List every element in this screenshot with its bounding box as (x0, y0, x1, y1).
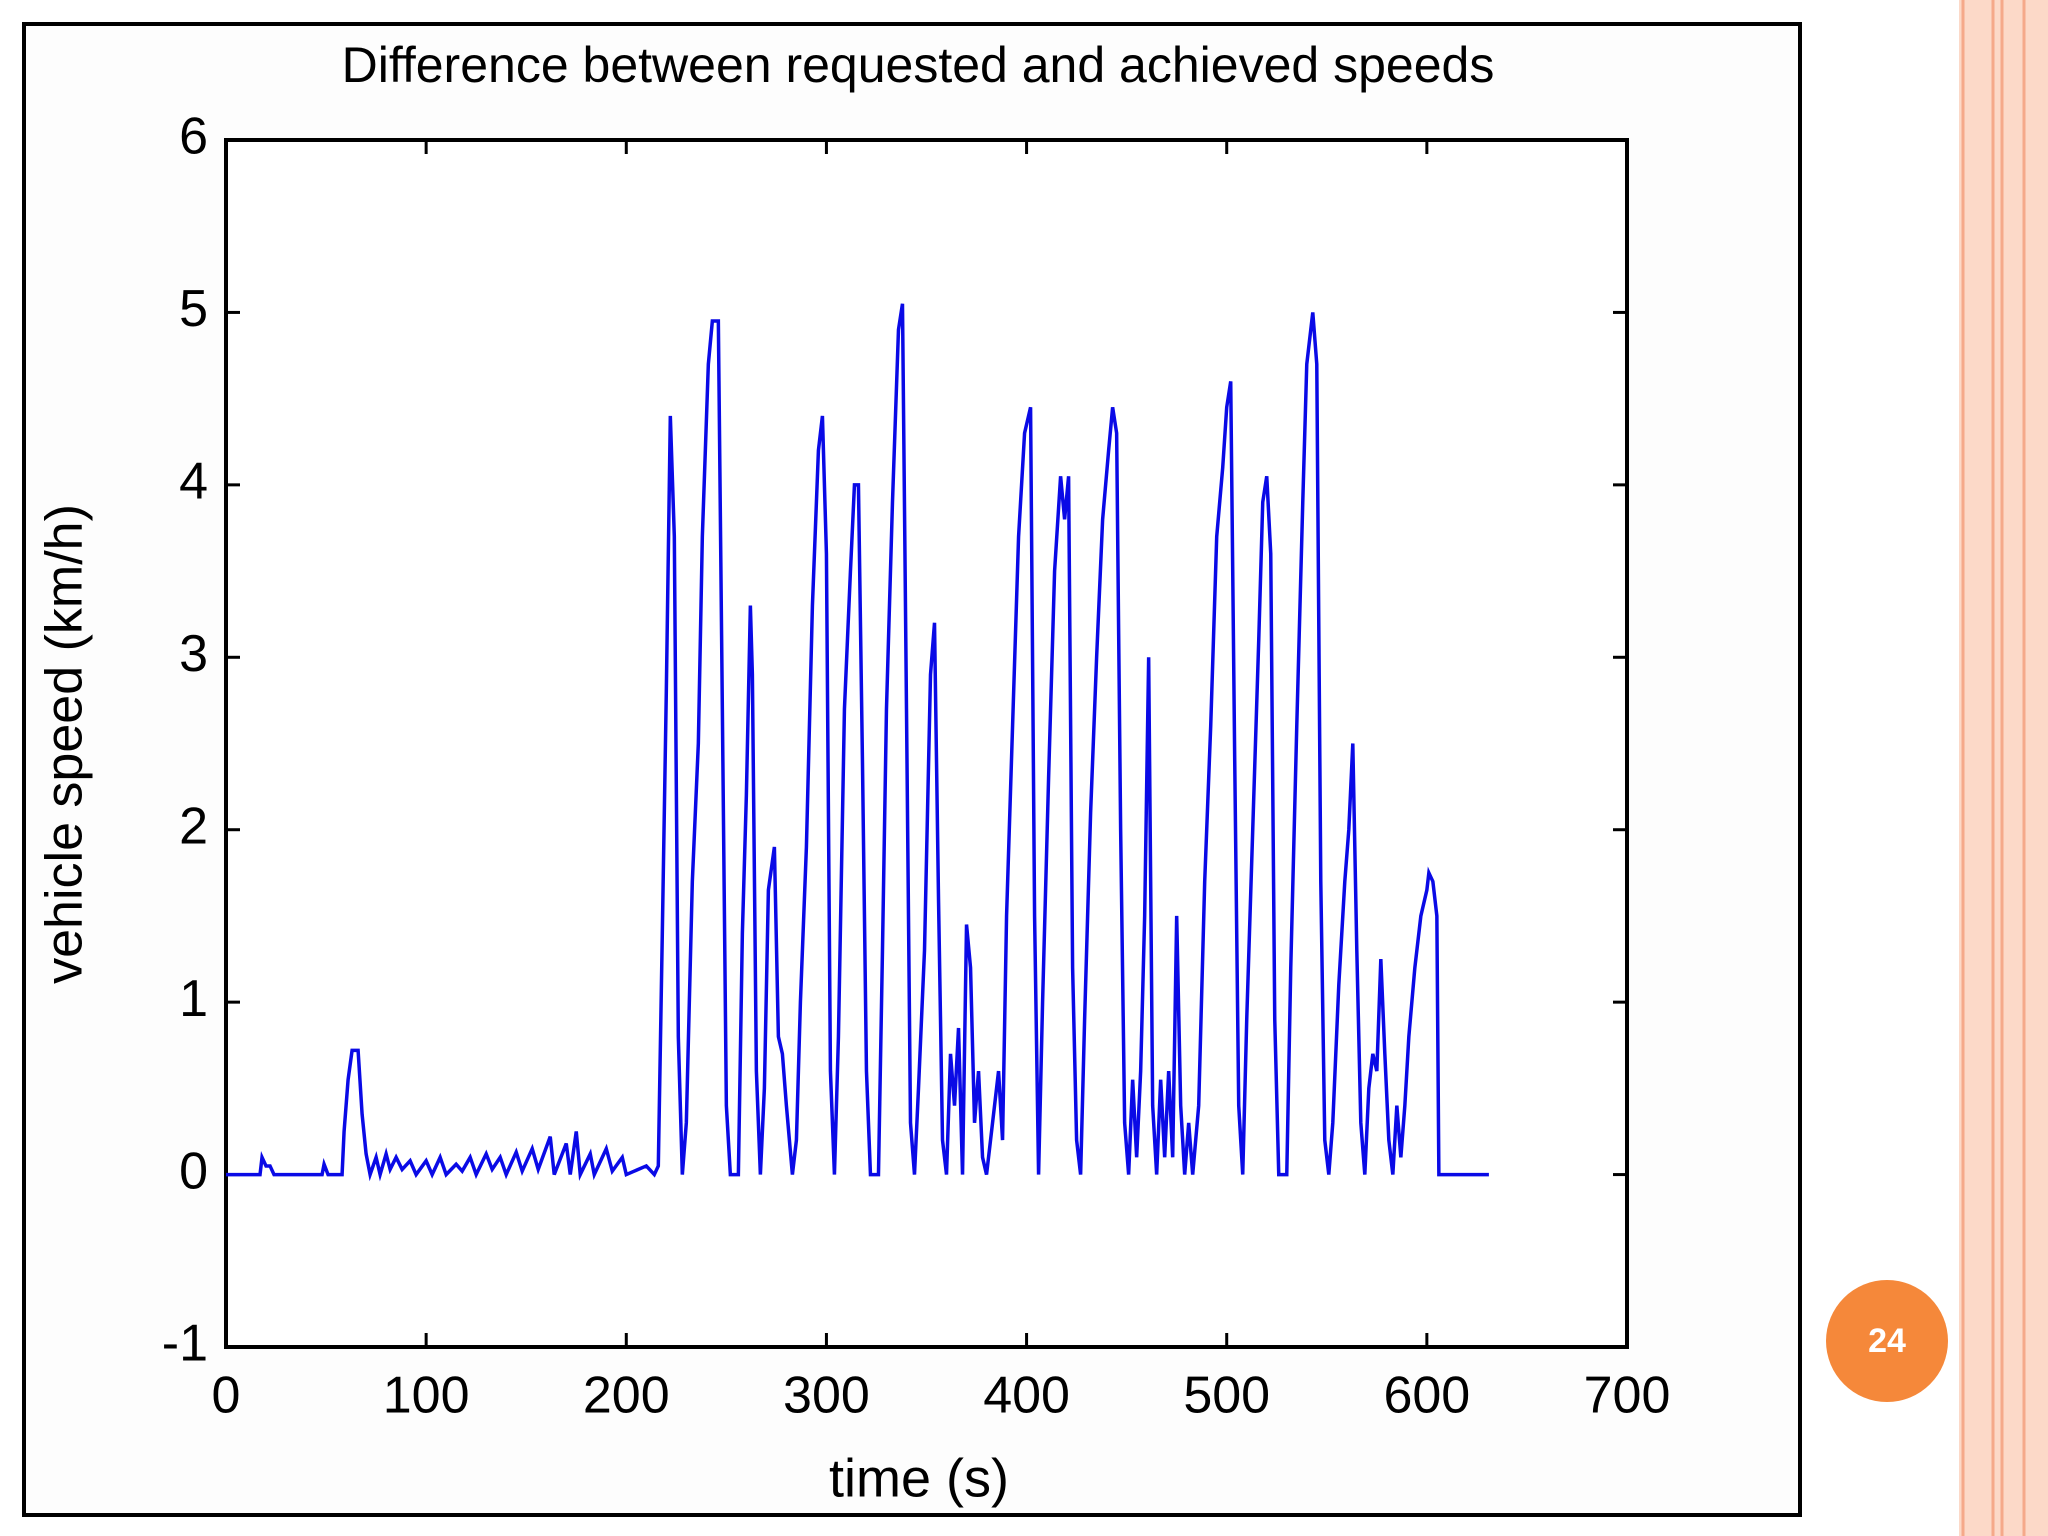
x-tick-label: 500 (1183, 1367, 1270, 1425)
slide-number-badge (1826, 1280, 1948, 1402)
y-tick-label: 5 (179, 280, 208, 338)
y-tick-label: 1 (179, 970, 208, 1028)
x-tick-label: 300 (783, 1367, 870, 1425)
y-tick-label: 4 (179, 453, 208, 511)
chart-title: Difference between requested and achieve… (342, 37, 1495, 93)
y-tick-label: 6 (179, 108, 208, 166)
plot-area (224, 138, 1629, 1349)
x-tick-label: 0 (212, 1367, 241, 1425)
x-tick-label: 200 (583, 1367, 670, 1425)
y-tick-label: 0 (179, 1142, 208, 1200)
x-tick-label: 100 (383, 1367, 470, 1425)
x-tick-label: 600 (1383, 1367, 1470, 1425)
x-axis-label: time (s) (829, 1448, 1009, 1508)
y-tick-label: 3 (179, 625, 208, 683)
slide-number: 24 (1868, 1322, 1906, 1360)
x-tick-label: 700 (1584, 1367, 1671, 1425)
data-line (226, 303, 1489, 1182)
y-axis-label: vehicle speed (km/h) (36, 504, 94, 984)
x-tick-label: 400 (983, 1367, 1070, 1425)
y-tick-label: 2 (179, 797, 208, 855)
y-tick-label: -1 (162, 1315, 208, 1373)
